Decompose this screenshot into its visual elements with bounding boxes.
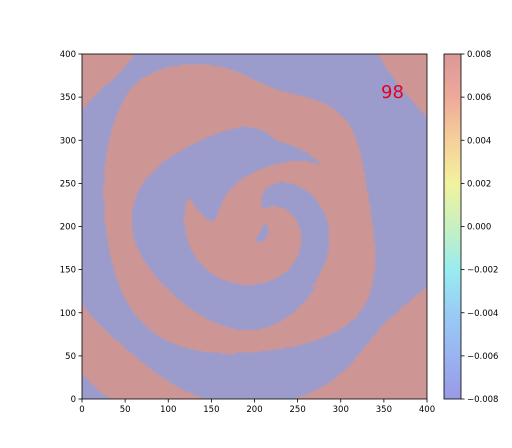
x-tick-label: 200: [246, 405, 262, 415]
colorbar-tick-label: 0.002: [467, 179, 491, 189]
y-tick-label: 100: [60, 309, 76, 319]
colorbar-tick-label: −0.002: [467, 266, 498, 276]
x-tick-label: 50: [120, 405, 131, 415]
x-tick-label: 0: [79, 405, 84, 415]
colorbar: −0.008 −0.006 −0.004 −0.002 0.000 0.002 0.004 0…: [443, 50, 498, 405]
y-tick-label: 50: [65, 352, 76, 362]
y-tick-label: 350: [60, 93, 76, 103]
y-tick-label: 150: [60, 266, 76, 276]
colorbar-tick-label: 0.006: [467, 93, 491, 103]
heatmap-field: [82, 54, 427, 399]
y-tick-label: 300: [60, 136, 76, 146]
x-tick-label: 350: [376, 405, 392, 415]
x-tick-label: 400: [419, 405, 435, 415]
frame-number-label: 98: [381, 82, 404, 103]
x-tick-label: 150: [203, 405, 219, 415]
colorbar-tick-label: 0.004: [467, 136, 491, 146]
x-tick-label: 300: [333, 405, 349, 415]
x-tick-label: 100: [160, 405, 176, 415]
y-tick-label: 400: [60, 50, 76, 60]
x-tick-label: 250: [290, 405, 306, 415]
colorbar-tick-label: 0.000: [467, 223, 491, 233]
y-tick-label: 200: [60, 223, 76, 233]
colorbar-tick-label: 0.008: [467, 50, 491, 60]
x-axis: 0 50 100 150 200 250 300 350 400: [79, 399, 435, 415]
heatmap-area: [82, 54, 427, 399]
colorbar-tick-label: −0.008: [467, 395, 498, 405]
colorbar-axis: −0.008 −0.006 −0.004 −0.002 0.000 0.002 0.004 0…: [461, 50, 498, 405]
y-axis: 0 50 100 150 200 250 300 350 400: [60, 50, 82, 405]
y-tick-label: 250: [60, 179, 76, 189]
colorbar-tick-label: −0.004: [467, 309, 498, 319]
colorbar-tick-label: −0.006: [467, 352, 498, 362]
colorbar-gradient: [443, 53, 462, 400]
y-tick-label: 0: [71, 395, 76, 405]
